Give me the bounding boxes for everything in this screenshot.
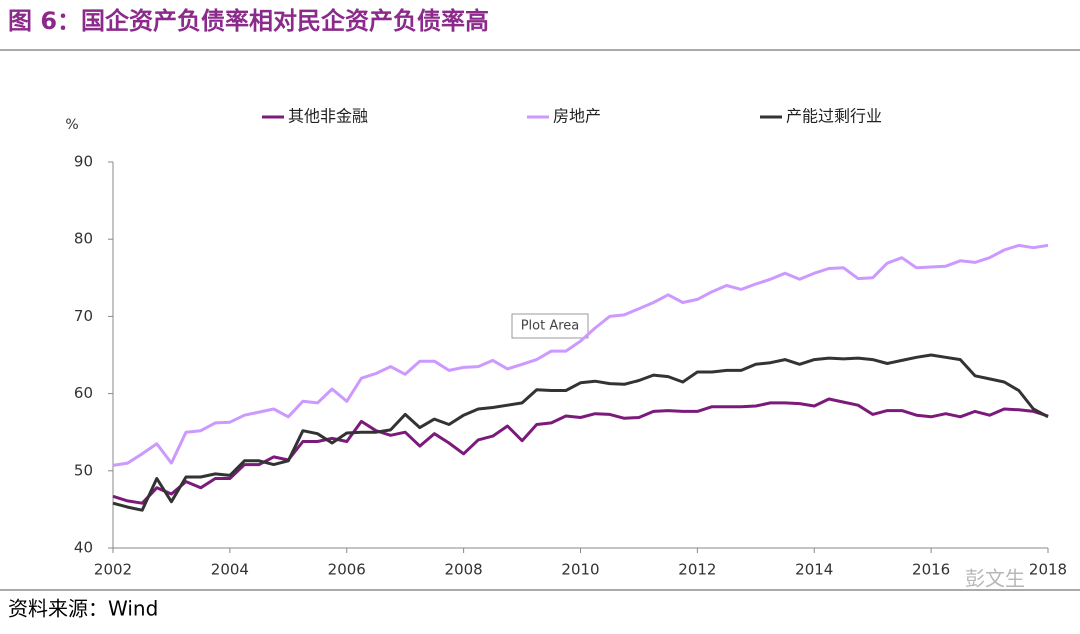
title: 图 6：国企资产负债率相对民企资产负债率高 [8,7,489,35]
legend-label: 其他非金融 [288,107,368,126]
x-tick-label: 2016 [912,561,950,579]
series-line [112,353,1049,512]
annotation-box [511,313,589,339]
y-tick-label: 80 [74,230,93,248]
x-tick-label: 2012 [678,561,716,579]
series-line [112,243,1049,467]
x-tick-label: 2010 [561,561,599,579]
y-unit: % [65,117,78,133]
x-tick-label: 2002 [94,561,132,579]
legend-label: 房地产 [553,107,601,126]
x-tick-label: 2018 [1029,561,1067,579]
y-tick-label: 50 [74,461,93,479]
y-tick-label: 40 [74,539,93,557]
y-tick-label: 90 [74,153,93,171]
y-tick-label: 60 [74,384,93,402]
series-line [112,397,1049,505]
annotation: Plot Area [521,319,580,334]
x-tick-label: 2008 [445,561,483,579]
watermark: 彭文生 [965,567,1025,591]
y-tick-label: 70 [74,307,93,325]
source: 资料来源：Wind [8,597,158,621]
x-tick-label: 2006 [328,561,366,579]
legend-label: 产能过剩行业 [786,107,882,126]
x-tick-label: 2004 [211,561,249,579]
x-tick-label: 2014 [795,561,833,579]
